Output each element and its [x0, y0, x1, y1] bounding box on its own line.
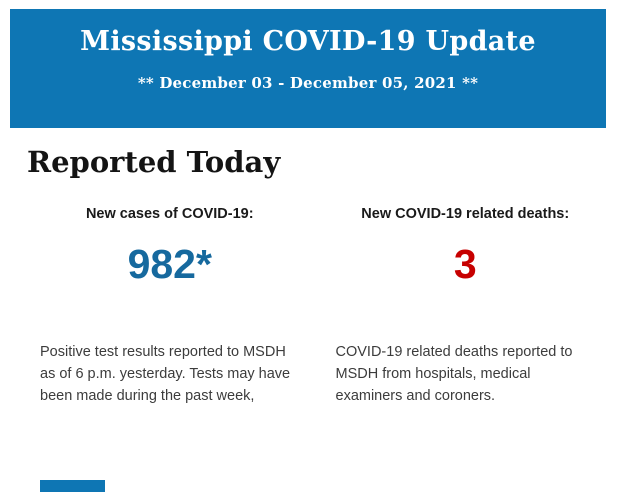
new-cases-value: 982* [127, 241, 212, 287]
new-cases-label: New cases of COVID-19: [85, 206, 254, 222]
new-deaths-label: New COVID-19 related deaths: [361, 206, 570, 222]
new-deaths-stat: New COVID-19 related deaths: 3 COVID-19 … [336, 206, 596, 407]
section-heading: Reported Today [27, 145, 281, 179]
page-title: Mississippi COVID-19 Update [80, 26, 536, 57]
stats-row: New cases of COVID-19: 982* Positive tes… [40, 206, 595, 407]
new-deaths-description: COVID-19 related deaths reported to MSDH… [335, 344, 573, 404]
next-section-banner-edge [40, 480, 105, 492]
title-banner: Mississippi COVID-19 Update ** December … [10, 9, 606, 128]
new-cases-description: Positive test results reported to MSDH a… [40, 344, 291, 404]
date-range: ** December 03 - December 05, 2021 ** [137, 74, 479, 92]
new-cases-stat: New cases of COVID-19: 982* Positive tes… [40, 206, 300, 407]
covid-update-page: { "banner": { "title": "Mississippi COVI… [0, 9, 620, 492]
new-deaths-value: 3 [453, 241, 477, 287]
